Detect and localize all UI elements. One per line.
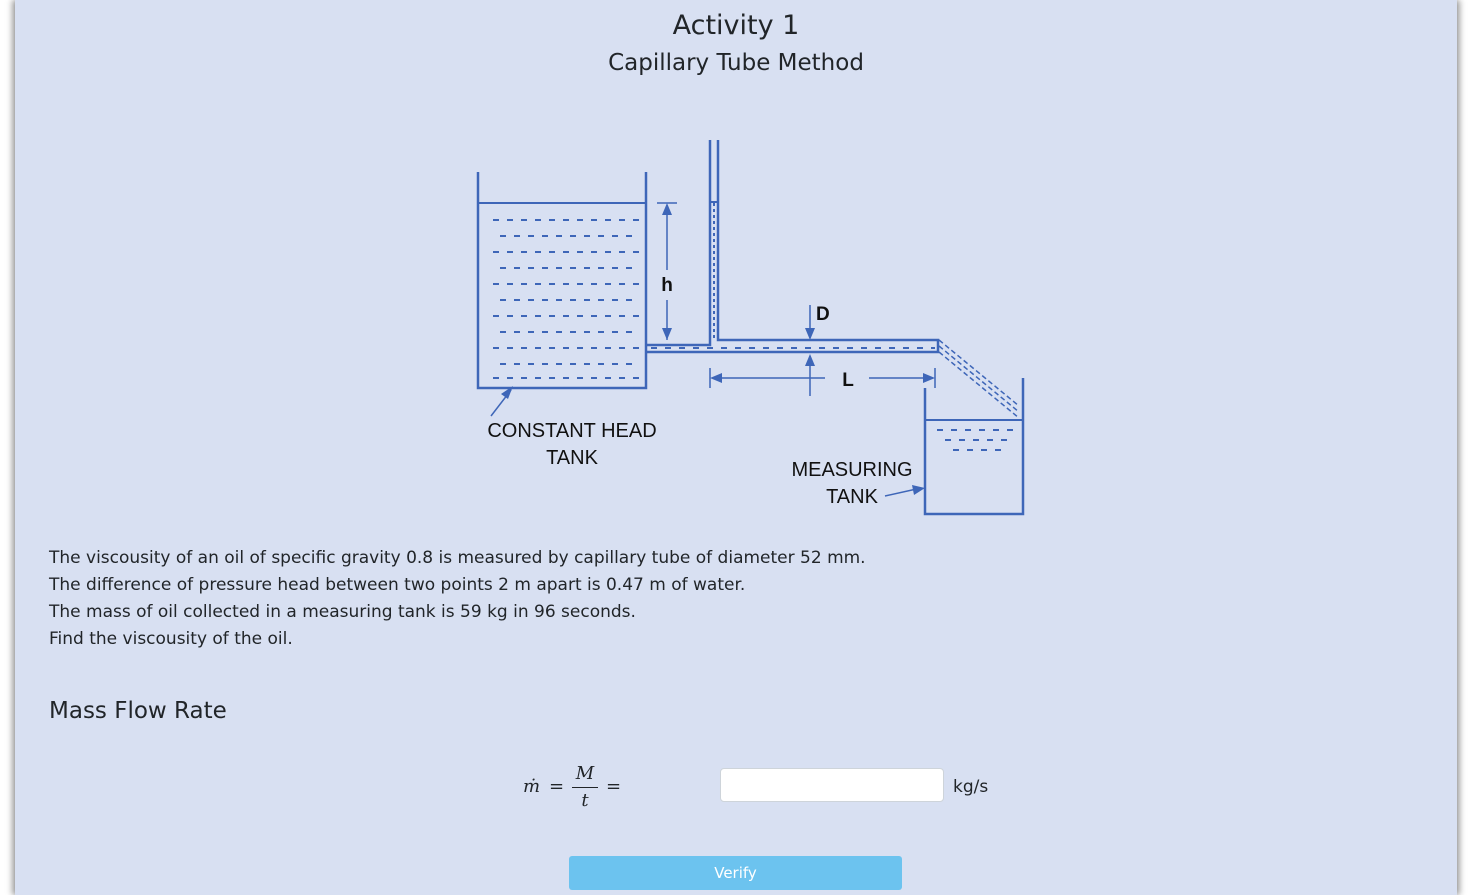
formula-lhs: ṁ <box>523 776 541 797</box>
verify-button[interactable]: Verify <box>569 856 902 890</box>
measuring-tank-outline <box>923 378 1025 516</box>
formula-numerator: M <box>575 763 595 784</box>
formula-fraction: M t <box>572 762 598 813</box>
formula-equals: = <box>549 776 565 797</box>
label-h: h <box>661 275 673 296</box>
formula-denominator: t <box>581 790 589 811</box>
problem-line: The mass of oil collected in a measuring… <box>49 602 636 622</box>
problem-line: The viscousity of an oil of specific gra… <box>49 548 866 568</box>
formula-equals-result: = <box>606 776 622 797</box>
unit-label: kg/s <box>953 777 989 797</box>
label-constant-head-tank: TANK <box>546 447 599 469</box>
problem-line: Find the viscousity of the oil. <box>49 629 293 649</box>
problem-line: The difference of pressure head between … <box>49 575 746 595</box>
fraction-bar <box>572 787 598 788</box>
page-subtitle: Capillary Tube Method <box>608 50 864 76</box>
label-measuring-tank: TANK <box>826 486 879 508</box>
activity-panel: Activity 1 Capillary Tube Method <box>15 0 1457 895</box>
label-l: L <box>842 370 854 391</box>
label-measuring: MEASURING <box>791 459 912 481</box>
label-constant-head: CONSTANT HEAD <box>487 420 656 442</box>
section-title: Mass Flow Rate <box>49 698 227 724</box>
problem-statement: The viscousity of an oil of specific gra… <box>49 545 866 653</box>
constant-head-tank-outline <box>476 140 940 390</box>
mass-flow-rate-input[interactable] <box>720 768 944 802</box>
capillary-tube-diagram: h D L CONSTANT HEAD TANK MEASURING TANK <box>476 140 1025 516</box>
mass-flow-formula: ṁ = M t = <box>523 762 643 814</box>
page-title: Activity 1 <box>672 10 800 41</box>
label-d: D <box>816 304 830 325</box>
